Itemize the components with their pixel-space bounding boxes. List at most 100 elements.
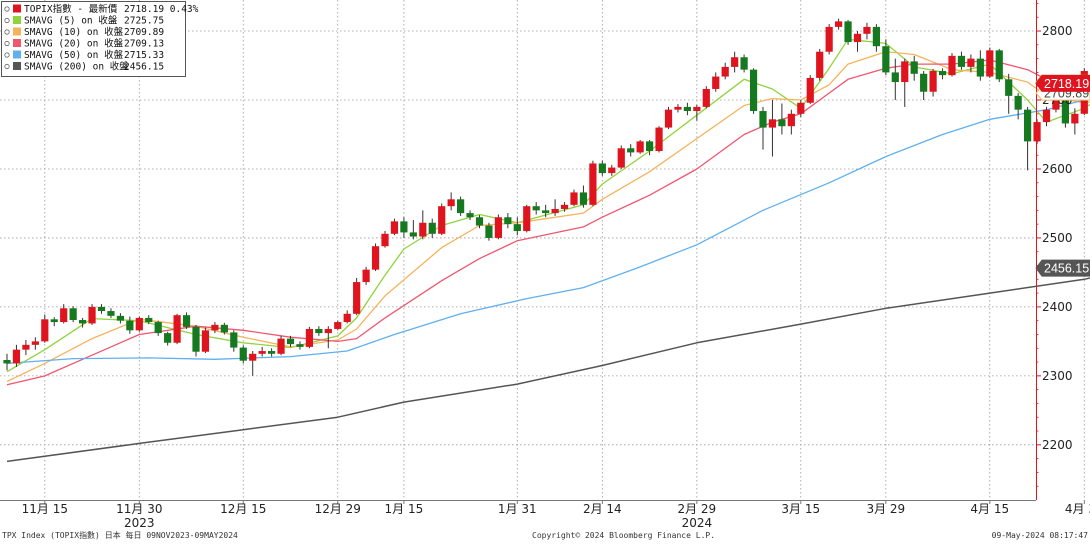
candle-body xyxy=(12,349,21,364)
legend-bullet-icon xyxy=(4,52,10,58)
candle-body xyxy=(50,319,58,323)
footer-center: Copyright© 2024 Bloomberg Finance L.P. xyxy=(532,531,715,540)
candle-body xyxy=(258,351,266,354)
candle-body xyxy=(1024,109,1032,142)
legend-label: SMAVG (200) on 收盤 xyxy=(24,61,129,73)
candle-body xyxy=(390,221,399,234)
candle-body xyxy=(494,217,502,238)
candle-body xyxy=(182,315,191,327)
legend-value: 2709.89 xyxy=(124,27,164,38)
candle-body xyxy=(787,113,795,127)
legend-value: 2456.15 xyxy=(124,62,164,73)
candle-body xyxy=(400,221,408,233)
candle-body xyxy=(768,119,777,128)
x-tick-label: 3月 29 xyxy=(866,502,905,516)
candle-body xyxy=(164,333,172,343)
candle-body xyxy=(353,282,361,314)
candle-body xyxy=(948,55,956,76)
candle-body xyxy=(579,192,588,205)
candle-body xyxy=(97,306,106,312)
candle-body xyxy=(674,106,682,110)
candle-body xyxy=(967,58,975,67)
candle-body xyxy=(31,341,39,345)
y-tick-label: 2600 xyxy=(1042,162,1073,176)
candle-body xyxy=(1042,109,1051,123)
legend-bullet-icon xyxy=(4,17,10,24)
candle-body xyxy=(825,26,833,52)
legend-swatch xyxy=(13,27,21,36)
candle-body xyxy=(230,332,238,348)
candle-body xyxy=(560,204,569,209)
legend-swatch xyxy=(13,39,21,47)
candle-body xyxy=(22,344,30,350)
footer-left: TPX Index (TOPIX指數) 日本 每日 09NOV2023-09MA… xyxy=(2,530,238,540)
candle-body xyxy=(1014,95,1022,110)
candle-body xyxy=(154,322,162,334)
legend-swatch xyxy=(13,4,21,13)
candle-body xyxy=(598,163,606,174)
y-tick-label: 2400 xyxy=(1042,300,1073,314)
candle-body xyxy=(589,163,597,205)
legend-label: SMAVG (20) on 收盤 xyxy=(24,38,124,50)
legend-value: 2715.33 xyxy=(124,50,164,61)
candle-body xyxy=(636,141,644,153)
candle-body xyxy=(1005,79,1013,96)
x-tick-label: 1月 15 xyxy=(385,502,424,516)
candle-body xyxy=(324,328,332,334)
candle-body xyxy=(277,338,285,354)
candle-body xyxy=(220,324,228,333)
candle-body xyxy=(107,311,115,316)
sma200-tag-shape xyxy=(1035,259,1090,277)
candle-body xyxy=(315,328,323,334)
candle-body xyxy=(135,317,143,331)
candle-body xyxy=(475,217,484,226)
candle-body xyxy=(929,71,937,92)
candle-body xyxy=(334,322,342,329)
candle-body xyxy=(816,51,824,78)
x-tick-label: 2月 14 xyxy=(583,502,622,516)
candle-body xyxy=(466,213,474,218)
candle-body xyxy=(976,58,984,77)
candle-body xyxy=(721,66,729,77)
candle-body xyxy=(844,21,852,43)
moving-average-lines xyxy=(6,38,1090,463)
y-tick-label: 2800 xyxy=(1042,24,1073,38)
candle-body xyxy=(428,222,436,234)
candle-body xyxy=(438,206,446,234)
candle-body xyxy=(286,338,295,345)
candle-body xyxy=(570,192,578,205)
candle-body xyxy=(806,77,814,103)
x-tick-label: 4月 15 xyxy=(970,502,1009,516)
candle-body xyxy=(957,55,966,67)
candle-body xyxy=(702,88,710,107)
candle-body xyxy=(343,313,351,323)
year-label: 2024 xyxy=(682,516,713,530)
candle-body xyxy=(910,61,918,74)
candle-body xyxy=(485,225,493,238)
x-tick-label: 3月 15 xyxy=(781,502,820,516)
candle-body xyxy=(305,328,313,347)
candle-body xyxy=(938,71,947,76)
candle-body xyxy=(853,33,862,43)
candle-body xyxy=(79,320,87,324)
candle-body xyxy=(712,76,720,89)
candle-body xyxy=(920,73,928,92)
candle-body xyxy=(457,199,465,214)
candle-body xyxy=(381,233,389,247)
candle-body xyxy=(891,72,899,83)
sma-line-10 xyxy=(6,51,1090,382)
candle-body xyxy=(683,106,691,112)
candle-body xyxy=(731,57,739,67)
x-tick-label: 11月 15 xyxy=(22,502,68,516)
legend: TOPIX指數 - 最新價 2718.19 0.43% SMAVG (5) on 收… xyxy=(1,1,199,77)
candle-body xyxy=(145,317,153,323)
candle-body xyxy=(901,61,909,83)
candle-body xyxy=(362,269,370,283)
candle-body xyxy=(296,344,304,347)
candle-body xyxy=(542,210,550,214)
y-tick-label: 2200 xyxy=(1042,438,1073,452)
candle-body xyxy=(249,353,257,361)
legend-value: 2725.75 xyxy=(124,16,164,27)
